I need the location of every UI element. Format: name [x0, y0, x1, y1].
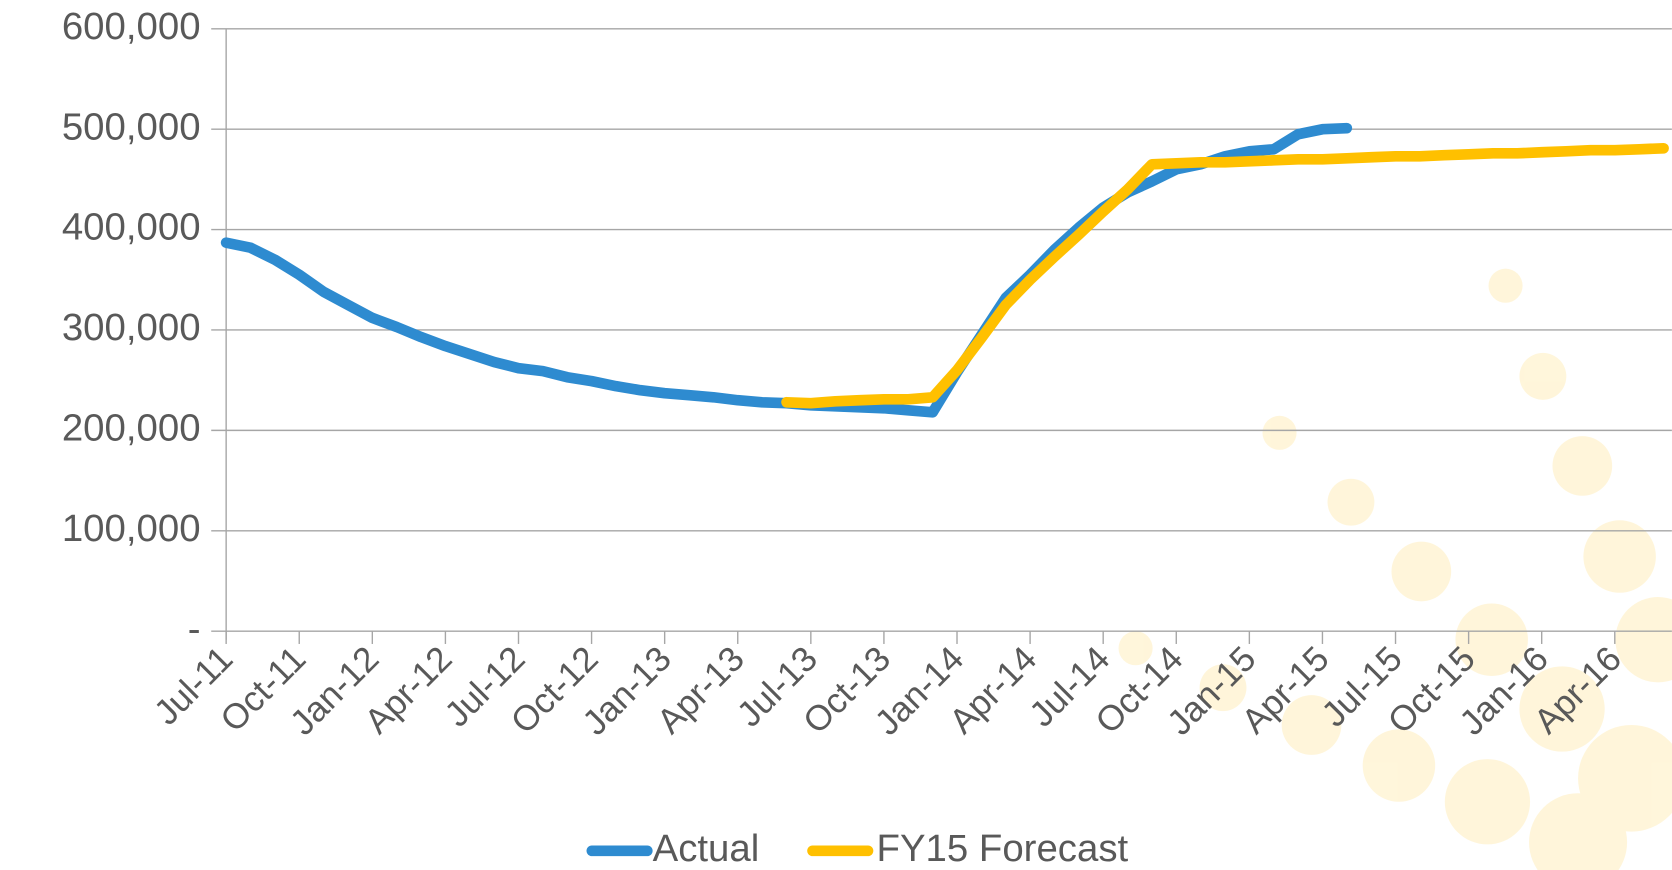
- y-tick-label: 100,000: [62, 507, 201, 550]
- y-tick-label: 600,000: [62, 5, 201, 48]
- legend-label: FY15 Forecast: [877, 827, 1129, 870]
- background-decoration: [1118, 268, 1672, 870]
- y-tick-label: 300,000: [62, 306, 201, 349]
- plot-area: - 100,000 200,000 300,000 400,000 500,000 600,…: [62, 5, 1672, 743]
- y-tick-label: 400,000: [62, 206, 201, 249]
- series-line: [781, 142, 1669, 409]
- legend-label: Actual: [653, 827, 760, 870]
- series-line: [220, 122, 1353, 418]
- y-tick-label: 200,000: [62, 407, 201, 450]
- y-tick-label: -: [188, 607, 201, 650]
- y-tick-label: 500,000: [62, 105, 201, 148]
